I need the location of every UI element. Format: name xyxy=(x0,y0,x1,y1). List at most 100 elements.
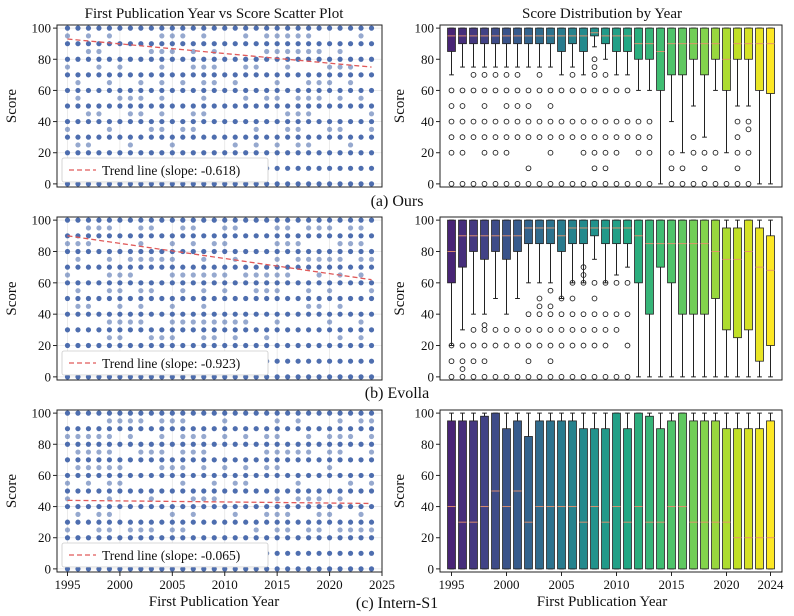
scatter-point xyxy=(85,295,92,302)
scatter-point xyxy=(264,288,270,294)
scatter-point xyxy=(347,87,354,94)
scatter-point xyxy=(85,535,92,541)
scatter-point xyxy=(85,111,92,117)
scatter-point xyxy=(274,496,280,502)
scatter-point xyxy=(85,25,92,31)
scatter-point xyxy=(306,225,312,231)
box-outlier xyxy=(602,342,609,349)
scatter-point xyxy=(253,134,259,140)
scatter-point xyxy=(201,87,207,94)
scatter-point xyxy=(148,503,154,510)
box-2021 xyxy=(733,227,742,339)
scatter-point xyxy=(285,111,291,117)
scatter-point xyxy=(274,535,280,541)
scatter-point xyxy=(222,311,228,317)
scatter-point xyxy=(106,319,113,325)
scatter-point xyxy=(274,241,280,247)
scatter-point xyxy=(316,48,322,55)
box-outlier xyxy=(569,118,576,125)
box-outlier xyxy=(613,374,620,380)
box-outlier xyxy=(624,181,631,187)
scatter-ytick-label: 0 xyxy=(45,561,52,576)
scatter-point xyxy=(274,118,280,125)
scatter-point xyxy=(243,95,249,101)
scatter-point xyxy=(326,64,333,70)
scatter-point xyxy=(295,566,301,572)
scatter-point xyxy=(316,256,322,262)
scatter-point xyxy=(264,280,270,286)
scatter-point xyxy=(211,496,217,502)
scatter-point xyxy=(274,319,280,325)
scatter-point xyxy=(169,217,175,223)
box-outlier xyxy=(448,118,455,125)
box-outlier xyxy=(492,342,499,349)
scatter-point xyxy=(368,374,375,380)
scatter-point xyxy=(274,488,280,494)
box-outlier xyxy=(734,118,741,125)
scatter-point xyxy=(106,327,113,333)
scatter-point xyxy=(274,426,280,432)
scatter-point xyxy=(96,150,102,156)
scatter-point xyxy=(64,272,71,278)
scatter-point xyxy=(148,342,154,349)
scatter-point xyxy=(253,441,259,447)
scatter-point xyxy=(337,519,343,525)
scatter-point xyxy=(127,441,133,447)
scatter-point xyxy=(316,280,322,286)
box-outlier xyxy=(547,134,554,141)
scatter-point xyxy=(306,342,312,349)
box-2013 xyxy=(645,219,654,315)
scatter-point xyxy=(326,288,333,294)
scatter-panel-c: Trend line (slope: -0.065)020406080100Sc… xyxy=(4,406,395,592)
scatter-point xyxy=(96,457,102,463)
scatter-point xyxy=(253,41,259,47)
scatter-point xyxy=(347,503,354,510)
scatter-point xyxy=(148,87,154,94)
scatter-point xyxy=(306,95,312,101)
box-outlier xyxy=(580,342,587,349)
scatter-point xyxy=(368,418,375,424)
scatter-point xyxy=(138,327,144,333)
scatter-point xyxy=(358,319,364,325)
scatter-point xyxy=(243,87,249,94)
scatter-point xyxy=(201,95,207,101)
scatter-point xyxy=(201,25,207,31)
scatter-point xyxy=(169,503,175,510)
box-outlier xyxy=(525,165,532,172)
scatter-point xyxy=(138,241,144,247)
scatter-point xyxy=(306,496,312,502)
scatter-point xyxy=(316,264,322,270)
box-outlier xyxy=(591,326,598,333)
scatter-point xyxy=(180,233,186,239)
box-outlier xyxy=(723,181,730,187)
scatter-point xyxy=(232,335,238,341)
scatter-point xyxy=(295,410,301,416)
scatter-point xyxy=(75,248,81,255)
box-outlier xyxy=(470,118,477,125)
scatter-point xyxy=(253,519,259,525)
scatter-point xyxy=(96,225,102,231)
box-outlier xyxy=(591,56,598,63)
scatter-point xyxy=(316,426,322,432)
scatter-point xyxy=(159,103,165,109)
scatter-point xyxy=(232,225,238,231)
scatter-xtick-label: 2000 xyxy=(107,577,133,592)
box-outlier xyxy=(525,181,532,187)
box-2024 xyxy=(766,27,775,94)
scatter-point xyxy=(264,472,270,479)
scatter-point xyxy=(306,303,312,309)
scatter-point xyxy=(368,111,375,117)
scatter-point xyxy=(127,87,133,94)
box-outlier xyxy=(481,342,488,349)
scatter-point xyxy=(337,248,343,255)
scatter-point xyxy=(295,311,301,317)
scatter-point xyxy=(326,87,333,94)
scatter-point xyxy=(264,342,270,349)
box-2007 xyxy=(579,219,588,245)
scatter-point xyxy=(117,311,123,317)
scatter-point xyxy=(75,488,81,494)
scatter-point xyxy=(285,358,291,364)
scatter-point xyxy=(117,248,123,255)
box-outlier xyxy=(580,87,587,94)
scatter-point xyxy=(64,118,71,125)
